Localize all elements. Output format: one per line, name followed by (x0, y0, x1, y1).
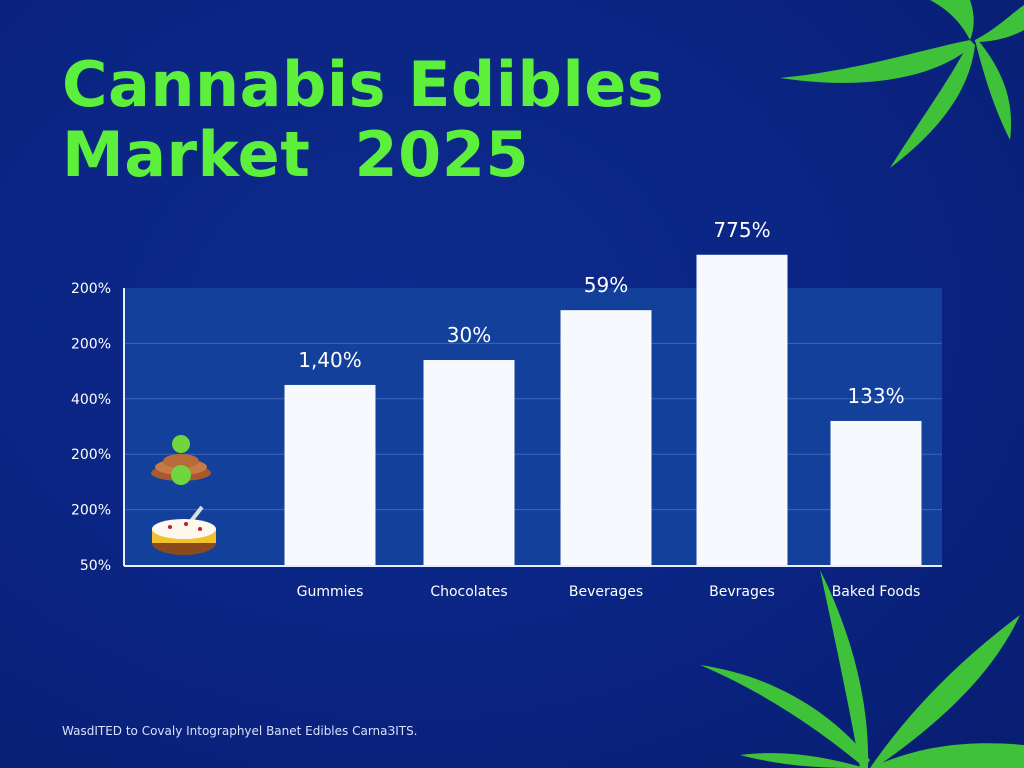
x-tick-label: Baked Foods (832, 584, 921, 600)
y-tick-label: 200% (71, 503, 111, 519)
bar-bevrages (696, 254, 788, 565)
title-line-2: Market 2025 (62, 118, 530, 191)
data-label: 133% (847, 384, 904, 408)
y-tick-label: 200% (71, 447, 111, 463)
bar-beverages (560, 310, 652, 565)
title-line-1: Cannabis Edibles (62, 48, 665, 121)
y-tick-label: 400% (71, 392, 111, 408)
y-tick-label: 50% (80, 558, 111, 574)
y-tick-label: 200% (71, 336, 111, 352)
data-label: 30% (447, 323, 491, 347)
cannabis-leaf-icon (700, 570, 1024, 768)
x-tick-label: Gummies (297, 584, 364, 600)
data-label: 775% (713, 218, 770, 242)
cake-icon (152, 505, 216, 555)
x-tick-label: Bevrages (709, 584, 775, 600)
footer-caption: WasdITED to Covaly Intographyel Banet Ed… (62, 724, 418, 738)
chart-title: Cannabis Edibles Market 2025 (62, 50, 664, 190)
y-tick-label: 200% (71, 281, 111, 297)
x-tick-label: Beverages (569, 584, 643, 600)
plot-area (124, 288, 942, 565)
data-label: 1,40% (298, 348, 362, 372)
bar-baked-foods (830, 420, 922, 565)
gummies-icon (151, 435, 211, 485)
cannabis-leaf-icon (780, 0, 1024, 168)
data-label: 59% (584, 273, 628, 297)
x-tick-label: Chocolates (430, 584, 507, 600)
bar-chocolates (423, 360, 515, 565)
bar-gummies (284, 384, 376, 565)
